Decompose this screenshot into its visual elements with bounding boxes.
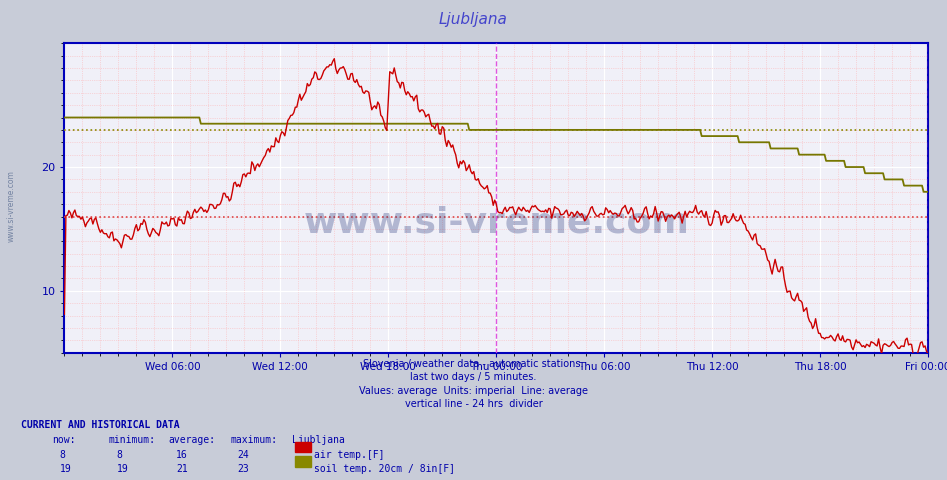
Text: last two days / 5 minutes.: last two days / 5 minutes. [410,372,537,383]
Text: www.si-vreme.com: www.si-vreme.com [303,206,689,240]
Text: air temp.[F]: air temp.[F] [314,450,384,460]
Text: 8: 8 [60,450,65,460]
Text: 19: 19 [60,464,71,474]
Text: 16: 16 [176,450,188,460]
Text: maximum:: maximum: [230,435,277,445]
Text: 21: 21 [176,464,188,474]
Text: now:: now: [52,435,76,445]
Text: Slovenia / weather data - automatic stations.: Slovenia / weather data - automatic stat… [364,359,583,369]
Text: 24: 24 [238,450,249,460]
Text: 19: 19 [116,464,128,474]
Text: www.si-vreme.com: www.si-vreme.com [7,170,16,242]
Text: minimum:: minimum: [109,435,156,445]
Text: average:: average: [169,435,216,445]
Text: Values: average  Units: imperial  Line: average: Values: average Units: imperial Line: av… [359,386,588,396]
Text: 23: 23 [238,464,249,474]
Text: soil temp. 20cm / 8in[F]: soil temp. 20cm / 8in[F] [314,464,456,474]
Text: Ljubljana: Ljubljana [292,435,345,445]
Text: CURRENT AND HISTORICAL DATA: CURRENT AND HISTORICAL DATA [21,420,180,430]
Text: Ljubljana: Ljubljana [439,12,508,27]
Text: 8: 8 [116,450,122,460]
Text: vertical line - 24 hrs  divider: vertical line - 24 hrs divider [404,399,543,409]
